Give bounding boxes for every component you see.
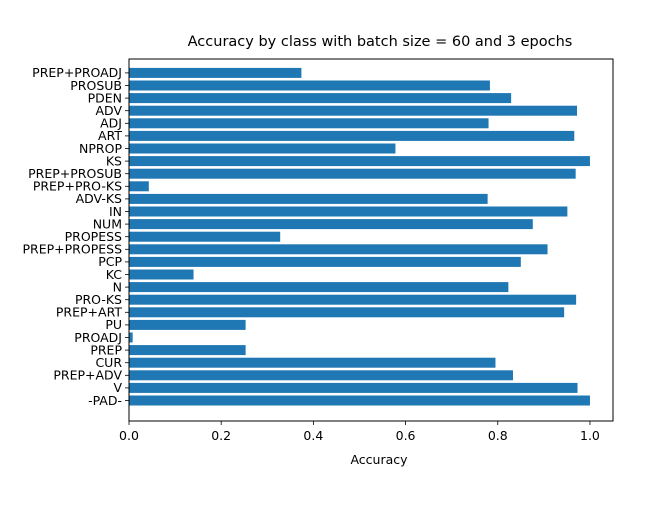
bar-prep-adv — [129, 370, 513, 381]
bar-ks — [129, 156, 590, 167]
bar-adj — [129, 118, 489, 129]
bar-pro-ks — [129, 294, 577, 305]
bar-pcp — [129, 256, 521, 267]
y-tick-label: PREP+PROPESS — [23, 242, 123, 257]
y-tick-label: PREP+ADV — [53, 368, 122, 383]
bar-prep-pro-ks — [129, 181, 149, 192]
y-tick-label: CUR — [95, 355, 122, 370]
bar-n — [129, 282, 509, 293]
bar-pden — [129, 93, 512, 104]
y-tick-label: PREP+PROSUB — [28, 166, 122, 181]
bar-cur — [129, 357, 496, 368]
y-tick-label: PDEN — [88, 90, 122, 105]
y-tick-label: IN — [109, 204, 122, 219]
bar-propess — [129, 231, 281, 242]
y-tick-label: PREP — [90, 342, 122, 357]
y-tick-label: PU — [105, 317, 122, 332]
chart-title: Accuracy by class with batch size = 60 a… — [188, 34, 573, 50]
y-tick-label: PCP — [98, 254, 122, 269]
x-tick-label: 0.2 — [211, 428, 231, 443]
y-tick-label: NPROP — [79, 141, 122, 156]
x-tick-label: 0.0 — [119, 428, 139, 443]
bar-pu — [129, 319, 246, 330]
y-tick-label: ART — [98, 128, 122, 143]
y-tick-label: ADV-KS — [76, 191, 122, 206]
y-tick-label: N — [113, 279, 122, 294]
plot-frame — [128, 58, 614, 422]
y-tick-label: PREP+PRO-KS — [33, 179, 122, 194]
bar-adv-ks — [129, 193, 488, 204]
x-tick-label: 0.4 — [303, 428, 323, 443]
bar-art — [129, 130, 575, 141]
bar-prep-proadj — [129, 67, 302, 78]
y-tick-label: NUM — [93, 216, 122, 231]
y-tick-label: PREP+PROADJ — [32, 65, 122, 80]
bar-kc — [129, 269, 194, 280]
bar-pad — [129, 395, 590, 406]
y-tick-label: -PAD- — [88, 393, 122, 408]
y-tick-label: ADV — [95, 103, 122, 118]
x-tick-label: 1.0 — [580, 428, 600, 443]
bar-prep-prosub — [129, 168, 576, 179]
bar-prep-art — [129, 307, 565, 318]
bar-adv — [129, 105, 578, 116]
bar-prep-propess — [129, 244, 548, 255]
y-tick-label: ADJ — [100, 116, 122, 131]
y-tick-label: PRO-KS — [75, 292, 122, 307]
y-tick-label: PREP+ART — [56, 305, 122, 320]
bar-nprop — [129, 143, 396, 154]
y-tick-label: KC — [106, 267, 123, 282]
bar-prep — [129, 345, 246, 356]
x-axis: 0.0 0.2 0.4 0.6 0.8 1.0 — [119, 421, 600, 443]
bar-prosub — [129, 80, 490, 91]
x-tick-label: 0.6 — [396, 428, 416, 443]
y-tick-label: KS — [106, 153, 122, 168]
bars-group — [129, 67, 590, 406]
y-tick-label: PROADJ — [74, 330, 122, 345]
bar-num — [129, 219, 533, 230]
bar-in — [129, 206, 568, 217]
x-axis-label: Accuracy — [350, 452, 408, 467]
bar-v — [129, 382, 578, 393]
y-tick-label: PROSUB — [70, 78, 122, 93]
y-tick-label: PROPESS — [65, 229, 122, 244]
x-tick-label: 0.8 — [488, 428, 508, 443]
bar-proadj — [129, 332, 133, 343]
y-axis: -PAD-VPREP+ADVCURPREPPROADJPUPREP+ARTPRO… — [23, 65, 129, 408]
y-tick-label: V — [113, 380, 122, 395]
